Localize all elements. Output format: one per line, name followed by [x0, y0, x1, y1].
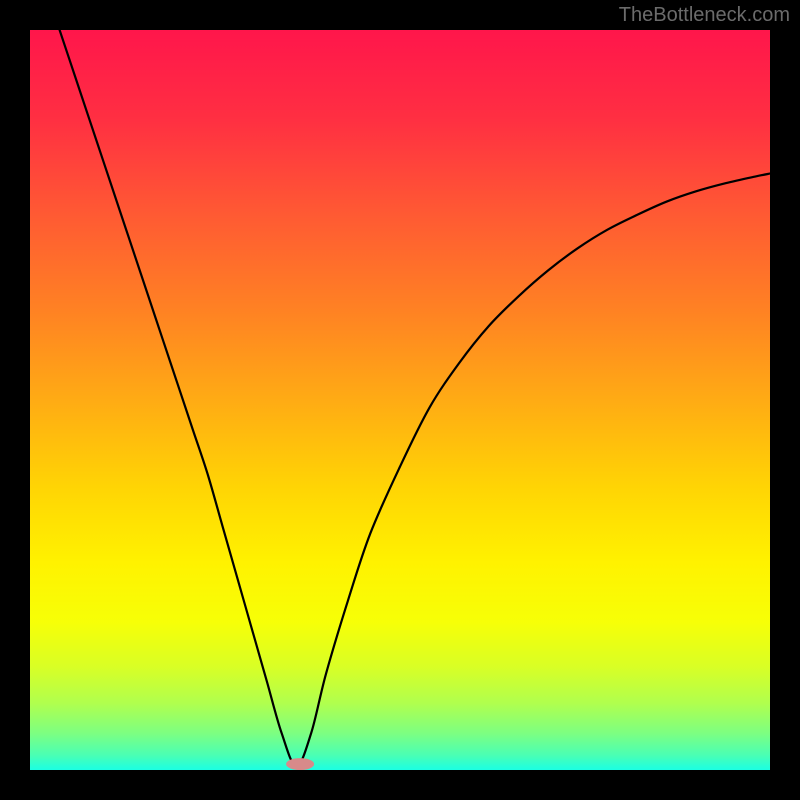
watermark-text: TheBottleneck.com: [619, 4, 790, 27]
bottleneck-chart: [30, 30, 770, 770]
optimal-point-marker: [286, 758, 314, 770]
chart-container: TheBottleneck.com: [0, 0, 800, 800]
chart-background: [30, 30, 770, 770]
